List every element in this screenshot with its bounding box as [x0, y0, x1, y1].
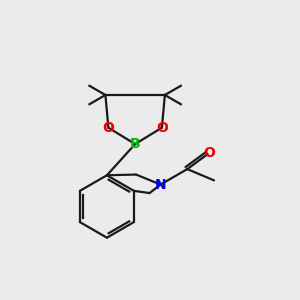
Text: O: O [103, 121, 114, 135]
Text: O: O [156, 121, 168, 135]
Text: O: O [203, 146, 214, 160]
Text: B: B [130, 137, 140, 151]
Text: N: N [155, 178, 167, 192]
